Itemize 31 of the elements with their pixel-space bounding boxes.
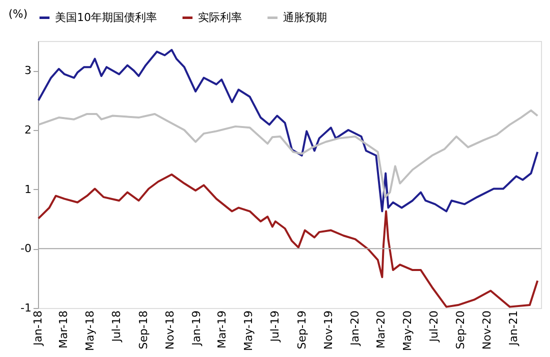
y-tick-label: 1: [24, 182, 32, 196]
x-tick-label: Nov-18: [163, 310, 176, 350]
line-series: [37, 174, 539, 308]
x-tick-label: May-20: [400, 310, 414, 352]
y-tick-label: 2: [24, 124, 32, 136]
x-tick-label: Sep-18: [136, 310, 150, 350]
x-tick-label: Jul-19: [268, 310, 282, 343]
y-tick-label: 3: [24, 64, 32, 78]
line-series: [37, 109, 539, 198]
x-tick-label: Jul-18: [110, 310, 124, 343]
x-tick-label: Nov-19: [322, 310, 335, 350]
x-tick-label: May-18: [84, 310, 97, 352]
legend-label: 通胀预期: [283, 10, 327, 24]
x-tick-label: Nov-20: [480, 310, 494, 350]
x-tick-label: Jan-18: [32, 310, 44, 346]
legend-label: 美国10年期国债利率: [55, 10, 157, 24]
x-tick-label: Jul-20: [427, 310, 440, 343]
x-tick-label: May-19: [242, 310, 255, 352]
y-axis-title: (%): [8, 8, 28, 20]
legend-label: 实际利率: [198, 10, 242, 24]
y-tick-label: -1: [20, 302, 32, 314]
y-tick-label: -0: [20, 242, 32, 256]
x-tick-label: Sep-20: [454, 310, 468, 350]
x-tick-label: Mar-18: [57, 310, 70, 349]
x-tick-label: Mar-20: [374, 310, 388, 349]
x-tick-label: Mar-19: [216, 310, 229, 349]
x-tick-label: Jan-21: [507, 310, 520, 346]
line-series: [37, 48, 539, 212]
x-tick-label: Jan-19: [190, 310, 203, 346]
x-tick-label: Sep-19: [295, 310, 308, 350]
x-tick-label: Jan-20: [348, 310, 362, 346]
